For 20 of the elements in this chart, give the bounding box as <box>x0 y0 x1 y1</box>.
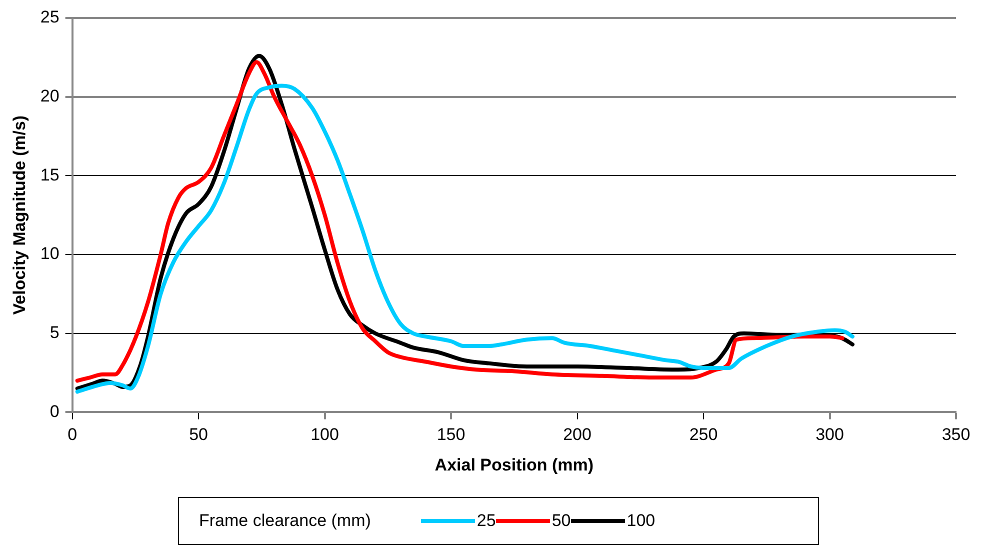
y-tick-label: 10 <box>40 244 60 264</box>
x-tick-label: 200 <box>563 425 592 444</box>
legend-label: 25 <box>476 511 496 531</box>
x-tick-label: 0 <box>68 425 78 444</box>
x-tick-label: 300 <box>816 425 844 444</box>
x-tick-label: 350 <box>942 425 970 444</box>
y-axis-title: Velocity Magnitude (m/s) <box>10 115 29 315</box>
x-tick-label: 50 <box>189 425 208 444</box>
y-tick-label: 25 <box>40 8 60 27</box>
y-tick-label: 0 <box>50 402 60 421</box>
x-tick-label: 250 <box>689 425 718 444</box>
x-axis-title: Axial Position (mm) <box>434 455 594 474</box>
legend-title: Frame clearance (mm) <box>199 511 371 531</box>
x-tick-label: 150 <box>436 425 466 444</box>
y-tick-label: 20 <box>40 86 60 106</box>
y-tick-label: 15 <box>40 165 60 184</box>
legend-label: 50 <box>552 511 571 531</box>
legend-label: 100 <box>626 511 656 531</box>
y-tick-label: 5 <box>50 323 60 342</box>
x-tick-label: 100 <box>310 425 339 444</box>
